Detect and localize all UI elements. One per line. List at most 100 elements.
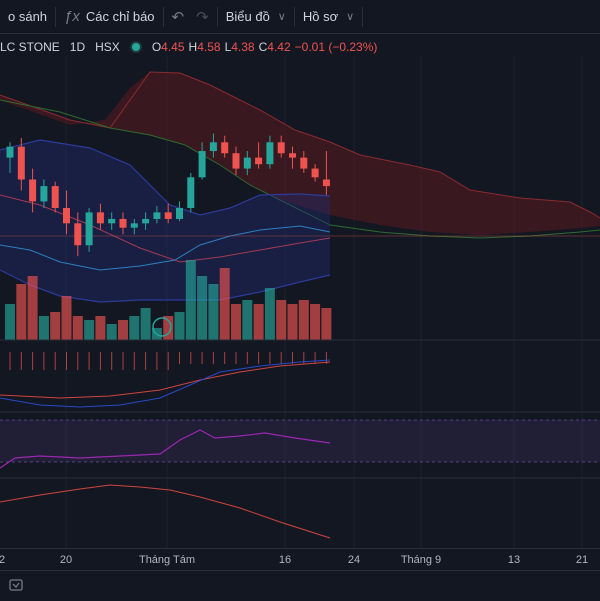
high-label: H bbox=[188, 40, 198, 54]
candle-body bbox=[311, 168, 319, 178]
volume-bar bbox=[27, 276, 38, 340]
volume-bar bbox=[242, 300, 253, 340]
indicators-label: Các chỉ báo bbox=[85, 9, 155, 24]
time-axis[interactable]: 2 20 Tháng Tám 16 24 Tháng 9 13 21 bbox=[0, 548, 600, 569]
candle-body bbox=[85, 212, 93, 246]
indicators-button[interactable]: ƒx Các chỉ báo bbox=[56, 0, 163, 33]
toolbar-divider bbox=[362, 6, 364, 27]
undo-button[interactable]: ↶ bbox=[164, 0, 193, 33]
volume-bar bbox=[5, 304, 15, 340]
volume-bar bbox=[16, 284, 27, 340]
candle-body bbox=[96, 212, 104, 224]
indicator-template-icon[interactable] bbox=[8, 577, 26, 595]
volume-bar bbox=[298, 300, 309, 340]
candle-body bbox=[51, 186, 59, 208]
open-label: O bbox=[151, 40, 162, 54]
exchange-label: HSX bbox=[95, 40, 120, 54]
symbol-name[interactable]: LC STONE bbox=[0, 40, 60, 54]
candle-body bbox=[232, 153, 240, 169]
axis-label: Tháng Tám bbox=[138, 554, 196, 566]
compare-label: o sánh bbox=[8, 9, 48, 24]
volume-bar bbox=[72, 316, 83, 340]
moving-average-blue bbox=[0, 225, 331, 271]
volume-bar bbox=[95, 316, 106, 340]
bollinger-band bbox=[0, 140, 330, 302]
candle-body bbox=[63, 208, 70, 224]
candle-body bbox=[187, 177, 195, 208]
volume-bar bbox=[106, 324, 117, 340]
volume-bar bbox=[321, 308, 332, 340]
chart-menu-button[interactable]: Biểu đồ ∨ bbox=[218, 0, 294, 33]
axis-label: 20 bbox=[59, 554, 73, 566]
price-chart[interactable] bbox=[0, 0, 600, 548]
toolbar-divider bbox=[216, 6, 218, 27]
volume-bar bbox=[118, 320, 128, 340]
toolbar-divider bbox=[293, 6, 295, 27]
redo-icon: ↷ bbox=[196, 8, 209, 26]
candle-body bbox=[289, 153, 296, 158]
bollinger-upper bbox=[0, 139, 331, 216]
candle-body bbox=[322, 179, 330, 187]
chart-menu-label: Biểu đồ bbox=[225, 9, 270, 24]
toolbar-divider bbox=[55, 6, 57, 27]
open-value: 4.45 bbox=[161, 40, 185, 54]
high-value: 4.58 bbox=[197, 40, 221, 54]
redo-button[interactable]: ↷ bbox=[192, 0, 217, 33]
candle-body bbox=[221, 142, 229, 154]
volume-bar bbox=[84, 320, 95, 340]
bottom-toolbar bbox=[0, 570, 600, 601]
cloud-lead-line-a bbox=[0, 71, 600, 219]
volume-bar bbox=[129, 316, 140, 340]
volume-bar bbox=[38, 316, 49, 340]
volume-bar bbox=[310, 304, 321, 340]
candle-body bbox=[74, 223, 82, 246]
candle-body bbox=[209, 142, 217, 152]
volume-bar bbox=[219, 268, 230, 340]
candle-body bbox=[130, 223, 138, 228]
candles-group bbox=[6, 133, 330, 257]
volume-bar bbox=[61, 296, 72, 340]
volume-bar bbox=[253, 304, 264, 340]
candle-body bbox=[300, 157, 308, 169]
candle-body bbox=[119, 218, 127, 228]
signal-marker[interactable] bbox=[152, 317, 172, 337]
profile-menu-label: Hồ sơ bbox=[302, 9, 339, 24]
oscillator-line bbox=[0, 484, 331, 539]
change-value: −0.01 (−0.23%) bbox=[294, 40, 378, 54]
axis-label: Tháng 9 bbox=[400, 554, 442, 566]
volume-bar bbox=[208, 284, 219, 340]
candle-body bbox=[277, 142, 285, 154]
interval-label[interactable]: 1D bbox=[69, 40, 86, 54]
profile-menu-button[interactable]: Hồ sơ ∨ bbox=[295, 0, 362, 33]
volume-bar bbox=[287, 304, 298, 340]
macd-line bbox=[0, 359, 331, 408]
compare-button[interactable]: o sánh bbox=[0, 0, 55, 33]
axis-label: 13 bbox=[507, 554, 521, 566]
volume-bar bbox=[50, 312, 61, 340]
candle-body bbox=[164, 212, 172, 219]
low-value: 4.38 bbox=[231, 40, 255, 54]
axis-label: 2 bbox=[0, 554, 6, 566]
candle-body bbox=[108, 218, 116, 224]
axis-label: 21 bbox=[575, 554, 589, 566]
candle-body bbox=[243, 157, 251, 169]
candle-body bbox=[198, 151, 206, 178]
axis-label: 16 bbox=[278, 554, 292, 566]
chevron-down-icon: ∨ bbox=[277, 11, 286, 23]
candle-body bbox=[29, 179, 37, 202]
rsi-line bbox=[0, 429, 331, 469]
candle-body bbox=[266, 142, 274, 165]
volume-bar bbox=[197, 276, 208, 340]
fx-icon: ƒx bbox=[64, 8, 80, 25]
ichimoku-cloud bbox=[0, 72, 600, 235]
volume-group bbox=[5, 260, 332, 340]
market-status-dot[interactable] bbox=[129, 41, 142, 53]
moving-average-red bbox=[0, 194, 331, 263]
axis-label: 24 bbox=[347, 554, 361, 566]
candle-body bbox=[176, 208, 183, 219]
volume-bar bbox=[276, 300, 287, 340]
undo-icon: ↶ bbox=[171, 8, 185, 26]
volume-bar bbox=[163, 316, 174, 340]
candle-body bbox=[17, 146, 25, 180]
candle-body bbox=[40, 186, 48, 202]
